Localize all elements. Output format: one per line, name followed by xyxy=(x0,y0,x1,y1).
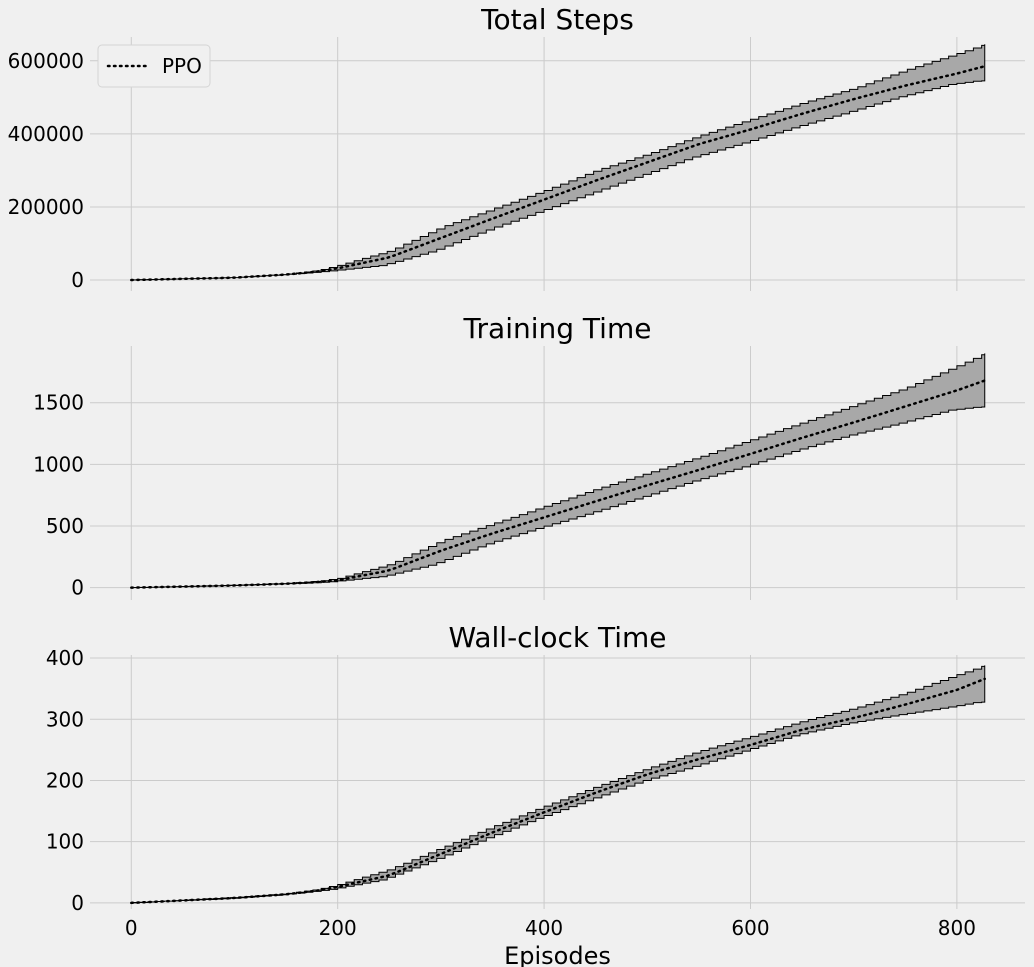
y-tick-label: 400 xyxy=(46,646,84,670)
mean-line-ppo xyxy=(130,677,987,905)
x-tick-label: 400 xyxy=(525,916,563,940)
y-tick-label: 600000 xyxy=(8,49,84,73)
y-tick-label: 400000 xyxy=(8,122,84,146)
x-tick-label: 600 xyxy=(731,916,769,940)
y-tick-label: 100 xyxy=(46,830,84,854)
panel-title: Total Steps xyxy=(480,3,634,36)
min-max-band xyxy=(130,353,986,589)
legend: PPO xyxy=(97,44,211,88)
legend-label: PPO xyxy=(162,54,202,78)
min-max-band xyxy=(130,665,986,904)
y-tick-label: 300 xyxy=(46,707,84,731)
chart-panel-1: 0 200000 400000 600000 Total Steps PPO xyxy=(8,3,1025,292)
chart-panel-2: 0 500 1000 1500 Training Time xyxy=(33,312,1025,600)
y-tick-label: 200 xyxy=(46,768,84,792)
chart-panel-3: 0 100 200 300 400 0 200 400 600 800 Wall-clock Tim… xyxy=(46,621,1025,967)
panel-title: Wall-clock Time xyxy=(448,621,666,654)
mean-line-ppo xyxy=(130,379,987,589)
mean-line-ppo xyxy=(130,64,987,282)
min-max-band xyxy=(130,44,986,281)
y-tick-label: 0 xyxy=(71,268,84,292)
y-tick-label: 0 xyxy=(71,576,84,600)
x-axis-label: Episodes xyxy=(504,942,611,967)
panel-title: Training Time xyxy=(463,312,652,345)
y-tick-label: 200000 xyxy=(8,195,84,219)
y-tick-label: 500 xyxy=(46,514,84,538)
x-tick-label: 800 xyxy=(938,916,976,940)
legend-box xyxy=(97,44,211,88)
y-tick-label: 1500 xyxy=(33,391,84,415)
y-tick-label: 1000 xyxy=(33,452,84,476)
x-tick-label: 0 xyxy=(125,916,138,940)
y-tick-label: 0 xyxy=(71,891,84,915)
x-tick-label: 200 xyxy=(319,916,357,940)
